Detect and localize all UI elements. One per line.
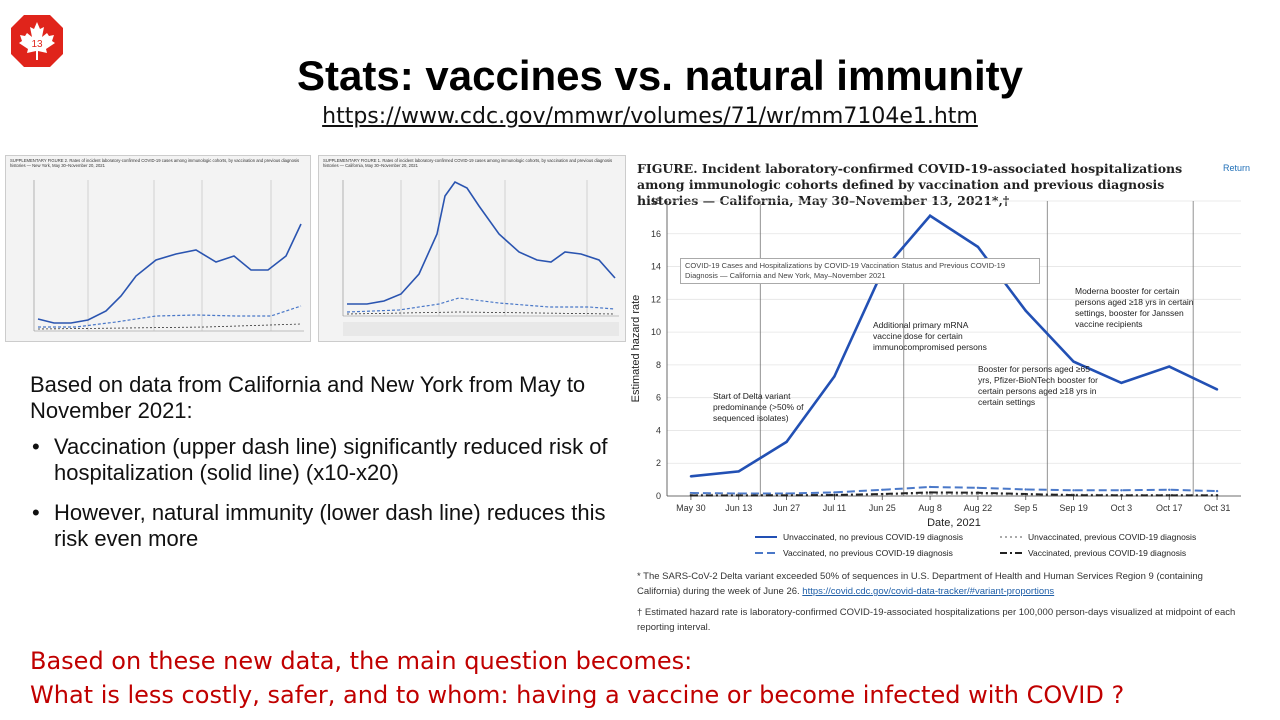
y-tick-label: 0 (656, 491, 661, 501)
series-0-point (1120, 381, 1123, 385)
x-tick-label: May 30 (676, 503, 706, 513)
series-1-point (1120, 489, 1123, 492)
bullet-vaccination: Vaccination (upper dash line) significan… (30, 434, 610, 486)
slide-title: Stats: vaccines vs. natural immunity (297, 52, 1023, 99)
series-3-point (833, 493, 836, 497)
series-1-point (1215, 489, 1219, 493)
series-1-point (928, 485, 932, 489)
hazard-rate-chart: 0 2 4 6 8 10 12 14 16 18 May 30 Jun 13 Jun 27 Jul 11 J… (630, 196, 1241, 558)
y-tick-label: 14 (651, 262, 661, 272)
summary-bullets: Vaccination (upper dash line) significan… (30, 434, 610, 552)
series-line-3 (690, 491, 1218, 497)
series-3-point (976, 491, 980, 494)
series-0-point (737, 470, 740, 473)
thumbnail-caption: SUPPLEMENTARY FIGURE 1. Rates of inciden… (323, 158, 613, 168)
series-3-point (928, 491, 932, 494)
x-tick-label: Aug 22 (964, 503, 993, 513)
x-tick-label: Jul 11 (823, 503, 846, 513)
legend-label: Unvaccinated, no previous COVID-19 diagn… (783, 532, 963, 542)
x-tick-label: Jun 27 (773, 503, 800, 513)
series-3-point (1120, 494, 1123, 497)
bottom-question-intro: Based on these new data, the main questi… (30, 647, 693, 675)
series-1-point (976, 486, 980, 490)
y-tick-label: 16 (651, 229, 661, 239)
series-1-point (1072, 489, 1075, 492)
y-tick-label: 2 (656, 458, 661, 468)
series-0-point (976, 245, 980, 249)
x-tick-label: Oct 3 (1111, 503, 1133, 513)
figure-title: FIGURE. Incident laboratory-confirmed CO… (637, 161, 1183, 208)
y-tick-label: 18 (651, 196, 661, 206)
legend-label: Vaccinated, no previous COVID-19 diagnos… (783, 548, 953, 558)
hover-tooltip: COVID-19 Cases and Hospitalizations by C… (680, 258, 1040, 284)
series-0-point (928, 214, 932, 217)
source-link[interactable]: https://www.cdc.gov/mmwr/volumes/71/wr/m… (322, 104, 978, 129)
footnote-delta-text: * The SARS-CoV-2 Delta variant exceeded … (637, 571, 1203, 597)
annotation-additional-dose: Additional primary mRNA vaccine dose for… (873, 320, 987, 352)
canada-maple-leaf-logo: 13 (11, 15, 63, 67)
y-axis-label: Estimated hazard rate (630, 295, 642, 403)
series-0-point (1024, 309, 1027, 313)
series-3-point (1215, 494, 1219, 497)
series-line-0 (690, 214, 1218, 478)
series-1-point (833, 491, 836, 494)
series-3-point (1072, 493, 1075, 497)
series-3-point (881, 492, 884, 496)
summary-block: Based on data from California and New Yo… (30, 372, 610, 566)
california-supplementary-chart: SUPPLEMENTARY FIGURE 1. Rates of inciden… (318, 155, 626, 342)
series-3-point (689, 494, 693, 497)
footnote-delta: * The SARS-CoV-2 Delta variant exceeded … (637, 569, 1247, 599)
series-0-point (785, 440, 788, 444)
series-1-point (881, 488, 884, 491)
annotation-delta: Start of Delta variant predominance (>50… (713, 391, 804, 423)
series-3-point (1024, 492, 1027, 496)
x-tick-label: Sep 19 (1059, 503, 1088, 513)
series-0-point (1215, 388, 1219, 391)
series-0-point (833, 375, 836, 378)
y-tick-label: 12 (651, 294, 661, 304)
summary-intro: Based on data from California and New Yo… (30, 372, 586, 423)
x-axis-label: Date, 2021 (927, 517, 981, 529)
new-york-supplementary-chart: SUPPLEMENTARY FIGURE 2. Rates of inciden… (5, 155, 311, 342)
x-tick-label: Oct 17 (1156, 503, 1183, 513)
series-0-point (689, 475, 693, 478)
series-0-point (1168, 365, 1171, 368)
x-tick-label: Aug 8 (918, 503, 942, 513)
series-1-point (1168, 488, 1171, 491)
series-3-point (737, 494, 740, 497)
return-link[interactable]: Return (1222, 163, 1250, 173)
y-tick-label: 4 (656, 425, 661, 435)
x-tick-label: Jun 25 (869, 503, 896, 513)
annotation-pfizer-booster: Booster for persons aged ≥65 yrs, Pfizer… (978, 364, 1098, 407)
thumbnail-caption: SUPPLEMENTARY FIGURE 2. Rates of inciden… (10, 158, 300, 168)
series-3-point (785, 494, 788, 497)
x-tick-label: Oct 31 (1204, 503, 1231, 513)
annotation-moderna-booster: Moderna booster for certain persons aged… (1075, 286, 1194, 329)
bottom-question: What is less costly, safer, and to whom:… (30, 681, 1125, 709)
hospitalization-figure: FIGURE. Incident laboratory-confirmed CO… (625, 157, 1260, 637)
series-0-point (1072, 360, 1075, 363)
x-tick-label: Sep 5 (1014, 503, 1038, 513)
legend-label: Unvaccinated, previous COVID-19 diagnosi… (1028, 532, 1196, 542)
y-tick-label: 8 (656, 360, 661, 370)
footnote-hazard-rate: † Estimated hazard rate is laboratory-co… (637, 607, 1236, 633)
bullet-natural-immunity: However, natural immunity (lower dash li… (30, 500, 610, 552)
series-1-point (1024, 488, 1027, 491)
legend-label: Vaccinated, previous COVID-19 diagnosis (1028, 548, 1186, 558)
x-tick-label: Jun 13 (725, 503, 752, 513)
series-line-1 (690, 485, 1218, 495)
series-3-point (1168, 494, 1171, 497)
slide-number: 13 (31, 39, 43, 50)
y-tick-label: 10 (651, 327, 661, 337)
y-tick-label: 6 (656, 393, 661, 403)
footnote-delta-link[interactable]: https://covid.cdc.gov/covid-data-tracker… (802, 586, 1055, 597)
